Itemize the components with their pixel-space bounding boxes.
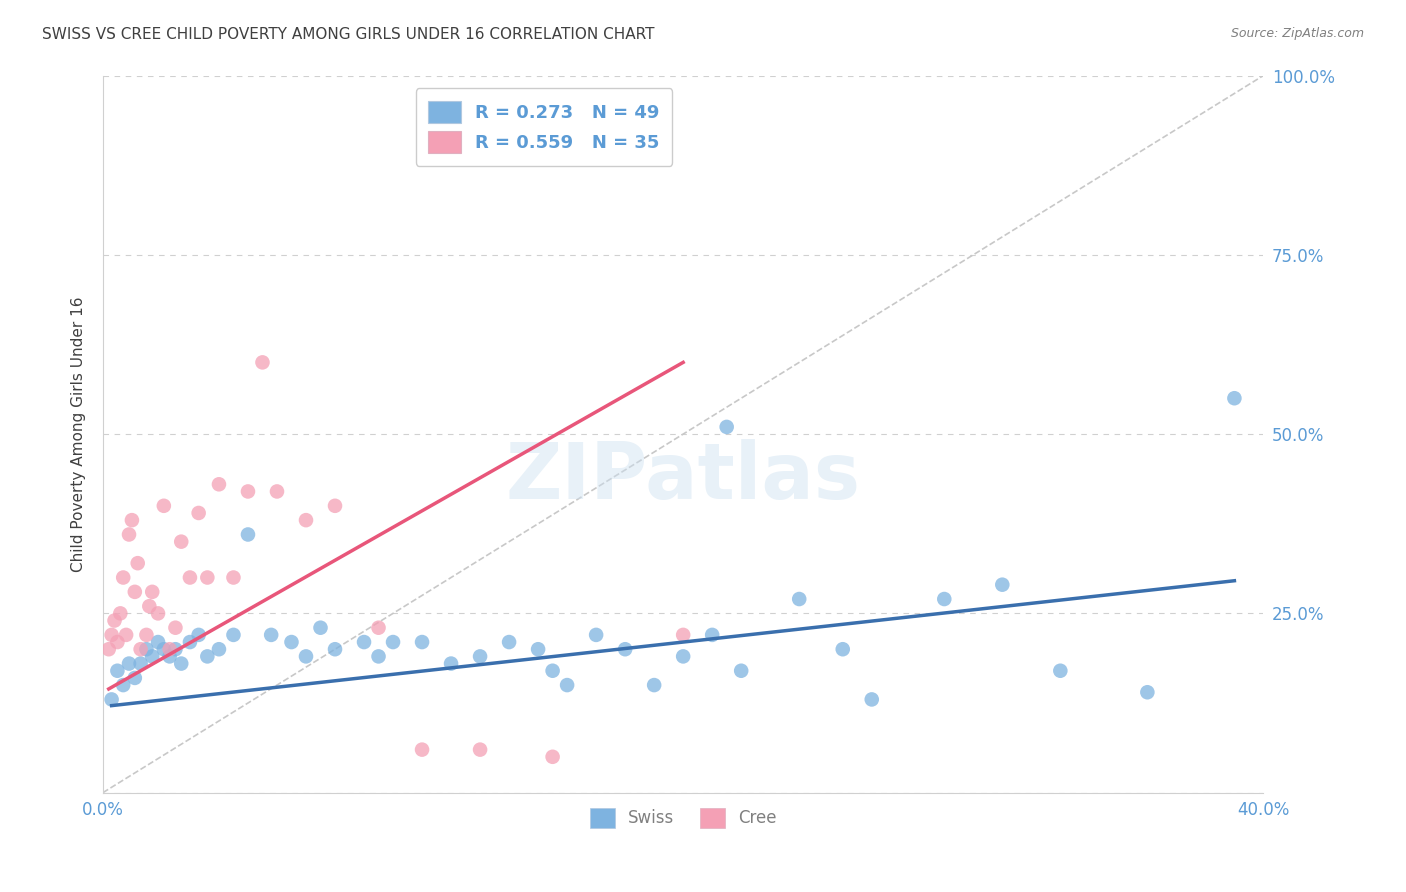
Point — [614, 642, 637, 657]
Point — [129, 657, 152, 671]
Point — [498, 635, 520, 649]
Point — [367, 649, 389, 664]
Point — [124, 671, 146, 685]
Text: ZIPatlas: ZIPatlas — [506, 439, 860, 515]
Legend: Swiss, Cree: Swiss, Cree — [583, 801, 783, 835]
Point — [118, 527, 141, 541]
Point — [135, 642, 157, 657]
Point — [468, 649, 491, 664]
Point — [468, 742, 491, 756]
Point — [222, 570, 245, 584]
Point — [138, 599, 160, 614]
Point — [170, 534, 193, 549]
Point — [382, 635, 405, 649]
Point — [643, 678, 665, 692]
Point — [103, 614, 125, 628]
Point — [187, 506, 209, 520]
Point — [112, 678, 135, 692]
Point — [309, 621, 332, 635]
Point — [141, 649, 163, 664]
Text: Source: ZipAtlas.com: Source: ZipAtlas.com — [1230, 27, 1364, 40]
Point — [222, 628, 245, 642]
Point — [323, 499, 346, 513]
Point — [367, 621, 389, 635]
Point — [141, 585, 163, 599]
Point — [1049, 664, 1071, 678]
Point — [100, 692, 122, 706]
Point — [541, 664, 564, 678]
Point — [236, 484, 259, 499]
Point — [135, 628, 157, 642]
Point — [112, 570, 135, 584]
Point — [934, 592, 956, 607]
Point — [165, 621, 187, 635]
Point — [195, 649, 218, 664]
Point — [860, 692, 883, 706]
Y-axis label: Child Poverty Among Girls Under 16: Child Poverty Among Girls Under 16 — [72, 296, 86, 572]
Point — [295, 513, 318, 527]
Point — [672, 628, 695, 642]
Point — [195, 570, 218, 584]
Point — [127, 556, 149, 570]
Point — [787, 592, 810, 607]
Point — [295, 649, 318, 664]
Point — [107, 635, 129, 649]
Point — [527, 642, 550, 657]
Point — [107, 664, 129, 678]
Point — [179, 570, 201, 584]
Point — [266, 484, 288, 499]
Point — [170, 657, 193, 671]
Point — [716, 420, 738, 434]
Point — [159, 649, 181, 664]
Point — [260, 628, 283, 642]
Text: SWISS VS CREE CHILD POVERTY AMONG GIRLS UNDER 16 CORRELATION CHART: SWISS VS CREE CHILD POVERTY AMONG GIRLS … — [42, 27, 655, 42]
Point — [208, 477, 231, 491]
Point — [110, 607, 132, 621]
Point — [100, 628, 122, 642]
Point — [236, 527, 259, 541]
Point — [323, 642, 346, 657]
Point — [146, 635, 169, 649]
Point — [159, 642, 181, 657]
Point — [411, 742, 433, 756]
Point — [179, 635, 201, 649]
Point — [440, 657, 463, 671]
Point — [831, 642, 853, 657]
Point — [353, 635, 375, 649]
Point — [730, 664, 752, 678]
Point — [153, 499, 176, 513]
Point — [541, 749, 564, 764]
Point — [280, 635, 302, 649]
Point — [208, 642, 231, 657]
Point — [187, 628, 209, 642]
Point — [672, 649, 695, 664]
Point — [702, 628, 724, 642]
Point — [585, 628, 607, 642]
Point — [1136, 685, 1159, 699]
Point — [1223, 391, 1246, 405]
Point — [146, 607, 169, 621]
Point — [411, 635, 433, 649]
Point — [121, 513, 143, 527]
Point — [991, 577, 1014, 591]
Point — [153, 642, 176, 657]
Point — [129, 642, 152, 657]
Point — [252, 355, 274, 369]
Point — [118, 657, 141, 671]
Point — [97, 642, 120, 657]
Point — [555, 678, 578, 692]
Point — [124, 585, 146, 599]
Point — [115, 628, 138, 642]
Point — [165, 642, 187, 657]
